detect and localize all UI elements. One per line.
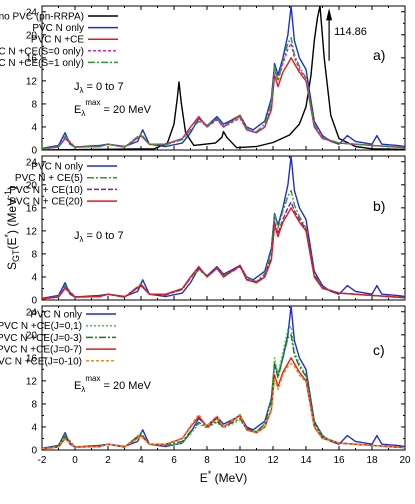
x-tick-label: 8	[204, 455, 210, 466]
y-tick-label: 20	[26, 30, 38, 41]
x-tick-label: 14	[300, 455, 312, 466]
y-tick-label: 0	[31, 146, 37, 157]
series-line-1-2	[42, 201, 405, 300]
panel-annotation: Jλ = 0 to 7	[74, 81, 124, 95]
x-tick-label: 20	[399, 455, 411, 466]
y-tick-label: 16	[26, 53, 38, 64]
panel-annotation: Eλmax = 20 MeV	[74, 374, 152, 394]
legend-label: PVC N only	[30, 310, 82, 321]
y-tick-label: 16	[26, 203, 38, 214]
legend-label: PVC N +CE(S=0 only)	[0, 46, 84, 57]
panel-label: b)	[373, 198, 385, 214]
x-tick-label: 2	[105, 455, 111, 466]
series-line-1-3	[42, 207, 405, 300]
legend-label: PVC N +CE(S=1 only)	[0, 58, 84, 69]
y-tick-label: 4	[31, 122, 37, 133]
legend-label: PVC N +CE(J=0-3)	[0, 333, 82, 344]
y-tick-label: 20	[26, 180, 38, 191]
x-tick-label: 12	[267, 455, 279, 466]
y-tick-label: 20	[26, 330, 38, 341]
legend-label: PVC N +CE	[31, 35, 84, 46]
y-tick-label: 16	[26, 353, 38, 364]
x-tick-label: 10	[234, 455, 246, 466]
series-line-0-4	[42, 37, 405, 150]
y-tick-label: 4	[31, 422, 37, 433]
legend-label: PVC N +CE(J=0-10)	[0, 356, 82, 367]
x-tick-label: 18	[366, 455, 378, 466]
legend-label: PVC N only	[31, 162, 83, 173]
x-tick-label: 16	[333, 455, 345, 466]
x-axis-label: E* (MeV)	[200, 469, 248, 485]
panel-annotation: Eλmax = 20 MeV	[74, 98, 152, 118]
legend-label: PVC N + CE(5)	[15, 173, 83, 184]
x-tick-label: -2	[38, 455, 47, 466]
y-tick-label: 24	[26, 7, 38, 18]
y-tick-label: 8	[31, 249, 37, 260]
series-line-2-4	[42, 362, 405, 450]
legend-label: PVC N +CE(J=0,1)	[0, 321, 82, 332]
series-line-2-2	[42, 334, 405, 450]
y-tick-label: 8	[31, 99, 37, 110]
y-tick-label: 24	[26, 307, 38, 318]
y-tick-label: 12	[26, 226, 38, 237]
panel-label: a)	[373, 47, 385, 63]
peak-value-label: 114.86	[334, 26, 367, 38]
y-tick-label: 4	[31, 272, 37, 283]
x-tick-label: 6	[171, 455, 177, 466]
panel-label: c)	[373, 342, 385, 358]
y-tick-label: 12	[26, 376, 38, 387]
x-tick-label: 4	[138, 455, 144, 466]
y-tick-label: 24	[26, 157, 38, 168]
y-tick-label: 12	[26, 76, 38, 87]
y-tick-label: 8	[31, 399, 37, 410]
x-tick-label: 0	[72, 455, 78, 466]
series-line-2-1	[42, 325, 405, 450]
series-line-0-0	[42, 6, 405, 150]
y-axis-label: SGT(E*) (MeV-1)	[3, 186, 21, 270]
peak-arrow-head	[326, 8, 333, 21]
legend-label: PVC N only	[32, 23, 84, 34]
legend-label: no PVC (pn-RRPA)	[0, 12, 84, 23]
legend-label: PVC N +CE(J=0-7)	[0, 345, 82, 356]
y-tick-label: 0	[31, 296, 37, 307]
legend-label: PVC N + CE(20)	[9, 197, 83, 208]
series-line-1-1	[42, 189, 405, 300]
series-line-2-3	[42, 357, 405, 450]
y-tick-label: 0	[31, 446, 37, 457]
panel-annotation: Jλ = 0 to 7	[74, 230, 124, 244]
legend-label: PVC N + CE(10)	[9, 185, 83, 196]
